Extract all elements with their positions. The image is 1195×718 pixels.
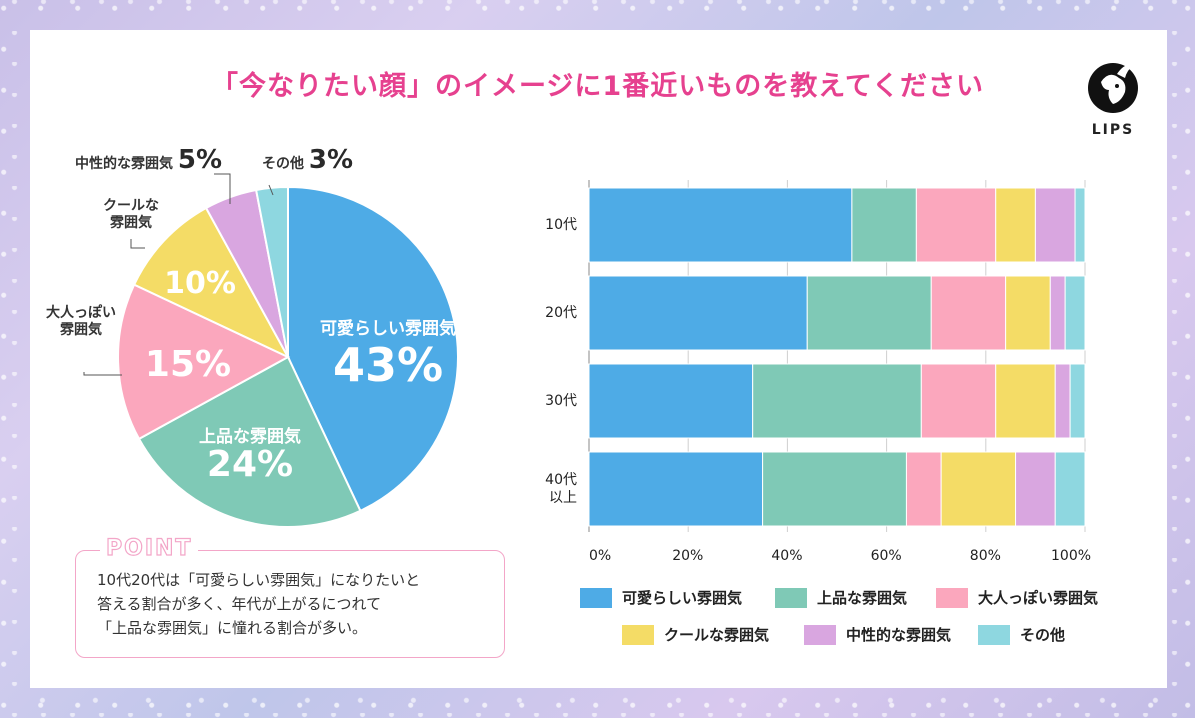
- point-line-3: 「上品な雰囲気」に憧れる割合が多い。: [97, 619, 368, 637]
- pie-pct-cool: 10%: [164, 266, 236, 301]
- legend-item-other: その他: [978, 624, 1065, 645]
- pie-label-cute: 可愛らしい雰囲気: [320, 319, 456, 339]
- bar-segment-cool: [995, 363, 1056, 439]
- pie-slice-mature: [117, 283, 291, 441]
- pie-outer-label-cool: クールな 雰囲気: [103, 198, 159, 231]
- brand-name: LIPS: [1091, 122, 1135, 138]
- legend-swatch: [622, 624, 654, 645]
- bar-segment-neutral: [1034, 187, 1076, 263]
- pie-slice-elegant: [137, 355, 362, 528]
- legend-swatch: [804, 624, 836, 645]
- legend-item-cool: クールな雰囲気: [622, 624, 769, 645]
- bar-segment-elegant: [806, 275, 932, 351]
- pie-pct-other: 3%: [308, 145, 354, 175]
- bar-segment-cute: [588, 187, 853, 263]
- bar-category-label: 20代: [545, 305, 577, 321]
- deer-logo-icon: [1088, 63, 1138, 113]
- legend-label: クールな雰囲気: [664, 626, 770, 644]
- bar-segment-cute: [588, 451, 764, 527]
- legend-swatch: [580, 587, 612, 608]
- leader-line-cool: [130, 239, 145, 249]
- bar-segment-other: [1054, 451, 1086, 527]
- bar-segment-other: [1064, 275, 1086, 351]
- bar-segment-other: [1074, 187, 1086, 263]
- x-tick-label: 40%: [771, 548, 803, 564]
- leader-line-other: [268, 184, 274, 196]
- lips-logo: LIPS: [1083, 52, 1143, 142]
- pie-pct-mature: 15%: [144, 344, 232, 385]
- bar-segment-cute: [588, 363, 754, 439]
- legend-item-mature: 大人っぽい雰囲気: [936, 587, 1098, 608]
- point-line-2: 答える割合が多く、年代が上がるにつれて: [97, 595, 382, 613]
- legend-label: 可愛らしい雰囲気: [622, 589, 743, 607]
- pie-outer-label-neutral: 中性的な雰囲気 5%: [75, 145, 223, 175]
- bar-segment-cool: [940, 451, 1017, 527]
- leader-line-neutral: [214, 173, 231, 204]
- bar-segment-neutral: [1015, 451, 1056, 527]
- pie-slice-cute: [287, 185, 459, 513]
- bar-segment-cool: [995, 187, 1036, 263]
- leader-line-mature: [83, 372, 122, 376]
- bar-segment-elegant: [851, 187, 917, 263]
- legend-label: 大人っぽい雰囲気: [978, 589, 1099, 607]
- page-title: 「今なりたい顔」のイメージに1番近いものを教えてください: [210, 71, 985, 102]
- bar-segment-mature: [915, 187, 997, 263]
- bar-segment-elegant: [762, 451, 907, 527]
- bar-category-label: 30代: [545, 393, 577, 409]
- point-line-1: 10代20代は「可愛らしい雰囲気」になりたいと: [97, 571, 421, 589]
- legend-label: 中性的な雰囲気: [846, 626, 952, 644]
- bar-segment-other: [1069, 363, 1086, 439]
- pie-label-elegant: 上品な雰囲気: [199, 427, 301, 447]
- point-text: 10代20代は「可愛らしい雰囲気」になりたいと 答える割合が多く、年代が上がるに…: [97, 568, 497, 640]
- legend-item-elegant: 上品な雰囲気: [775, 587, 907, 608]
- bar-category-label: 10代: [545, 217, 577, 233]
- x-tick-label: 0%: [589, 548, 612, 564]
- x-tick-label: 20%: [672, 548, 704, 564]
- legend-label: 上品な雰囲気: [817, 589, 908, 607]
- point-tag: POINT: [100, 535, 199, 562]
- bar-segment-mature: [930, 275, 1007, 351]
- x-tick-label: 100%: [1051, 548, 1092, 564]
- pie-pct-elegant: 24%: [206, 444, 294, 485]
- bar-category-label: 40代 以上: [545, 472, 577, 506]
- bar-segment-mature: [920, 363, 997, 439]
- pie-slice-other: [254, 185, 289, 358]
- pie-pct-cute: 43%: [332, 338, 444, 392]
- pie-pct-neutral: 5%: [177, 145, 223, 175]
- bar-segment-elegant: [752, 363, 922, 439]
- x-tick-label: 80%: [969, 548, 1001, 564]
- legend-item-neutral: 中性的な雰囲気: [804, 624, 951, 645]
- pie-slice-cool: [132, 206, 291, 360]
- legend-swatch: [936, 587, 968, 608]
- legend-label: その他: [1020, 626, 1066, 644]
- bar-segment-cute: [588, 275, 808, 351]
- bar-segment-neutral: [1054, 363, 1071, 439]
- bar-segment-mature: [905, 451, 942, 527]
- pie-outer-label-mature: 大人っぽい 雰囲気: [46, 305, 116, 338]
- point-box: [75, 550, 505, 658]
- x-tick-label: 60%: [870, 548, 902, 564]
- bar-segment-cool: [1005, 275, 1051, 351]
- legend-item-cute: 可愛らしい雰囲気: [580, 587, 742, 608]
- bar-segment-neutral: [1049, 275, 1066, 351]
- legend-swatch: [978, 624, 1010, 645]
- pie-outer-label-other: その他 3%: [262, 145, 354, 175]
- legend-swatch: [775, 587, 807, 608]
